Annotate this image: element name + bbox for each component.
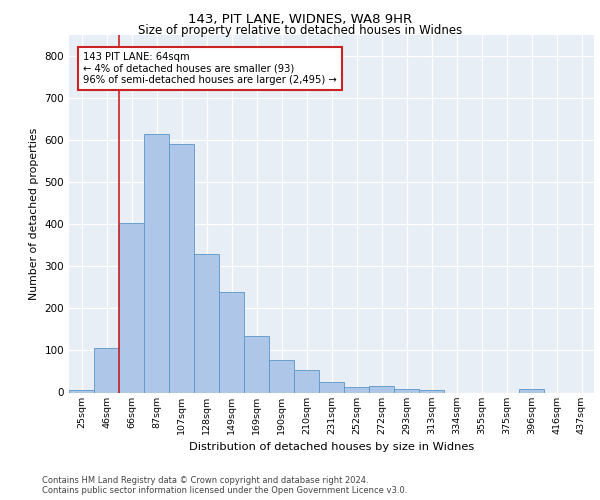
Bar (194, 254, 218, 392)
Bar (145, 134, 169, 392)
Bar (520, 388, 544, 392)
Bar (319, 382, 344, 392)
Text: 143 PIT LANE: 64sqm
← 4% of detached houses are smaller (93)
96% of semi-detache: 143 PIT LANE: 64sqm ← 4% of detached hou… (83, 52, 337, 85)
Bar (119, 223, 143, 392)
Bar (394, 389, 419, 392)
Bar (295, 370, 319, 392)
Bar (370, 386, 394, 392)
Bar (269, 360, 293, 392)
Y-axis label: Number of detached properties: Number of detached properties (29, 128, 39, 300)
Text: 143, PIT LANE, WIDNES, WA8 9HR: 143, PIT LANE, WIDNES, WA8 9HR (188, 12, 412, 26)
Bar (169, 144, 194, 392)
Bar (94, 348, 119, 393)
X-axis label: Distribution of detached houses by size in Widnes: Distribution of detached houses by size … (189, 442, 474, 452)
Text: Size of property relative to detached houses in Widnes: Size of property relative to detached ho… (138, 24, 462, 37)
Bar (344, 386, 368, 392)
Bar (70, 390, 94, 392)
Bar (419, 390, 443, 392)
Text: Contains HM Land Registry data © Crown copyright and database right 2024.
Contai: Contains HM Land Registry data © Crown c… (42, 476, 407, 495)
Bar (244, 336, 269, 392)
Bar (220, 292, 244, 392)
